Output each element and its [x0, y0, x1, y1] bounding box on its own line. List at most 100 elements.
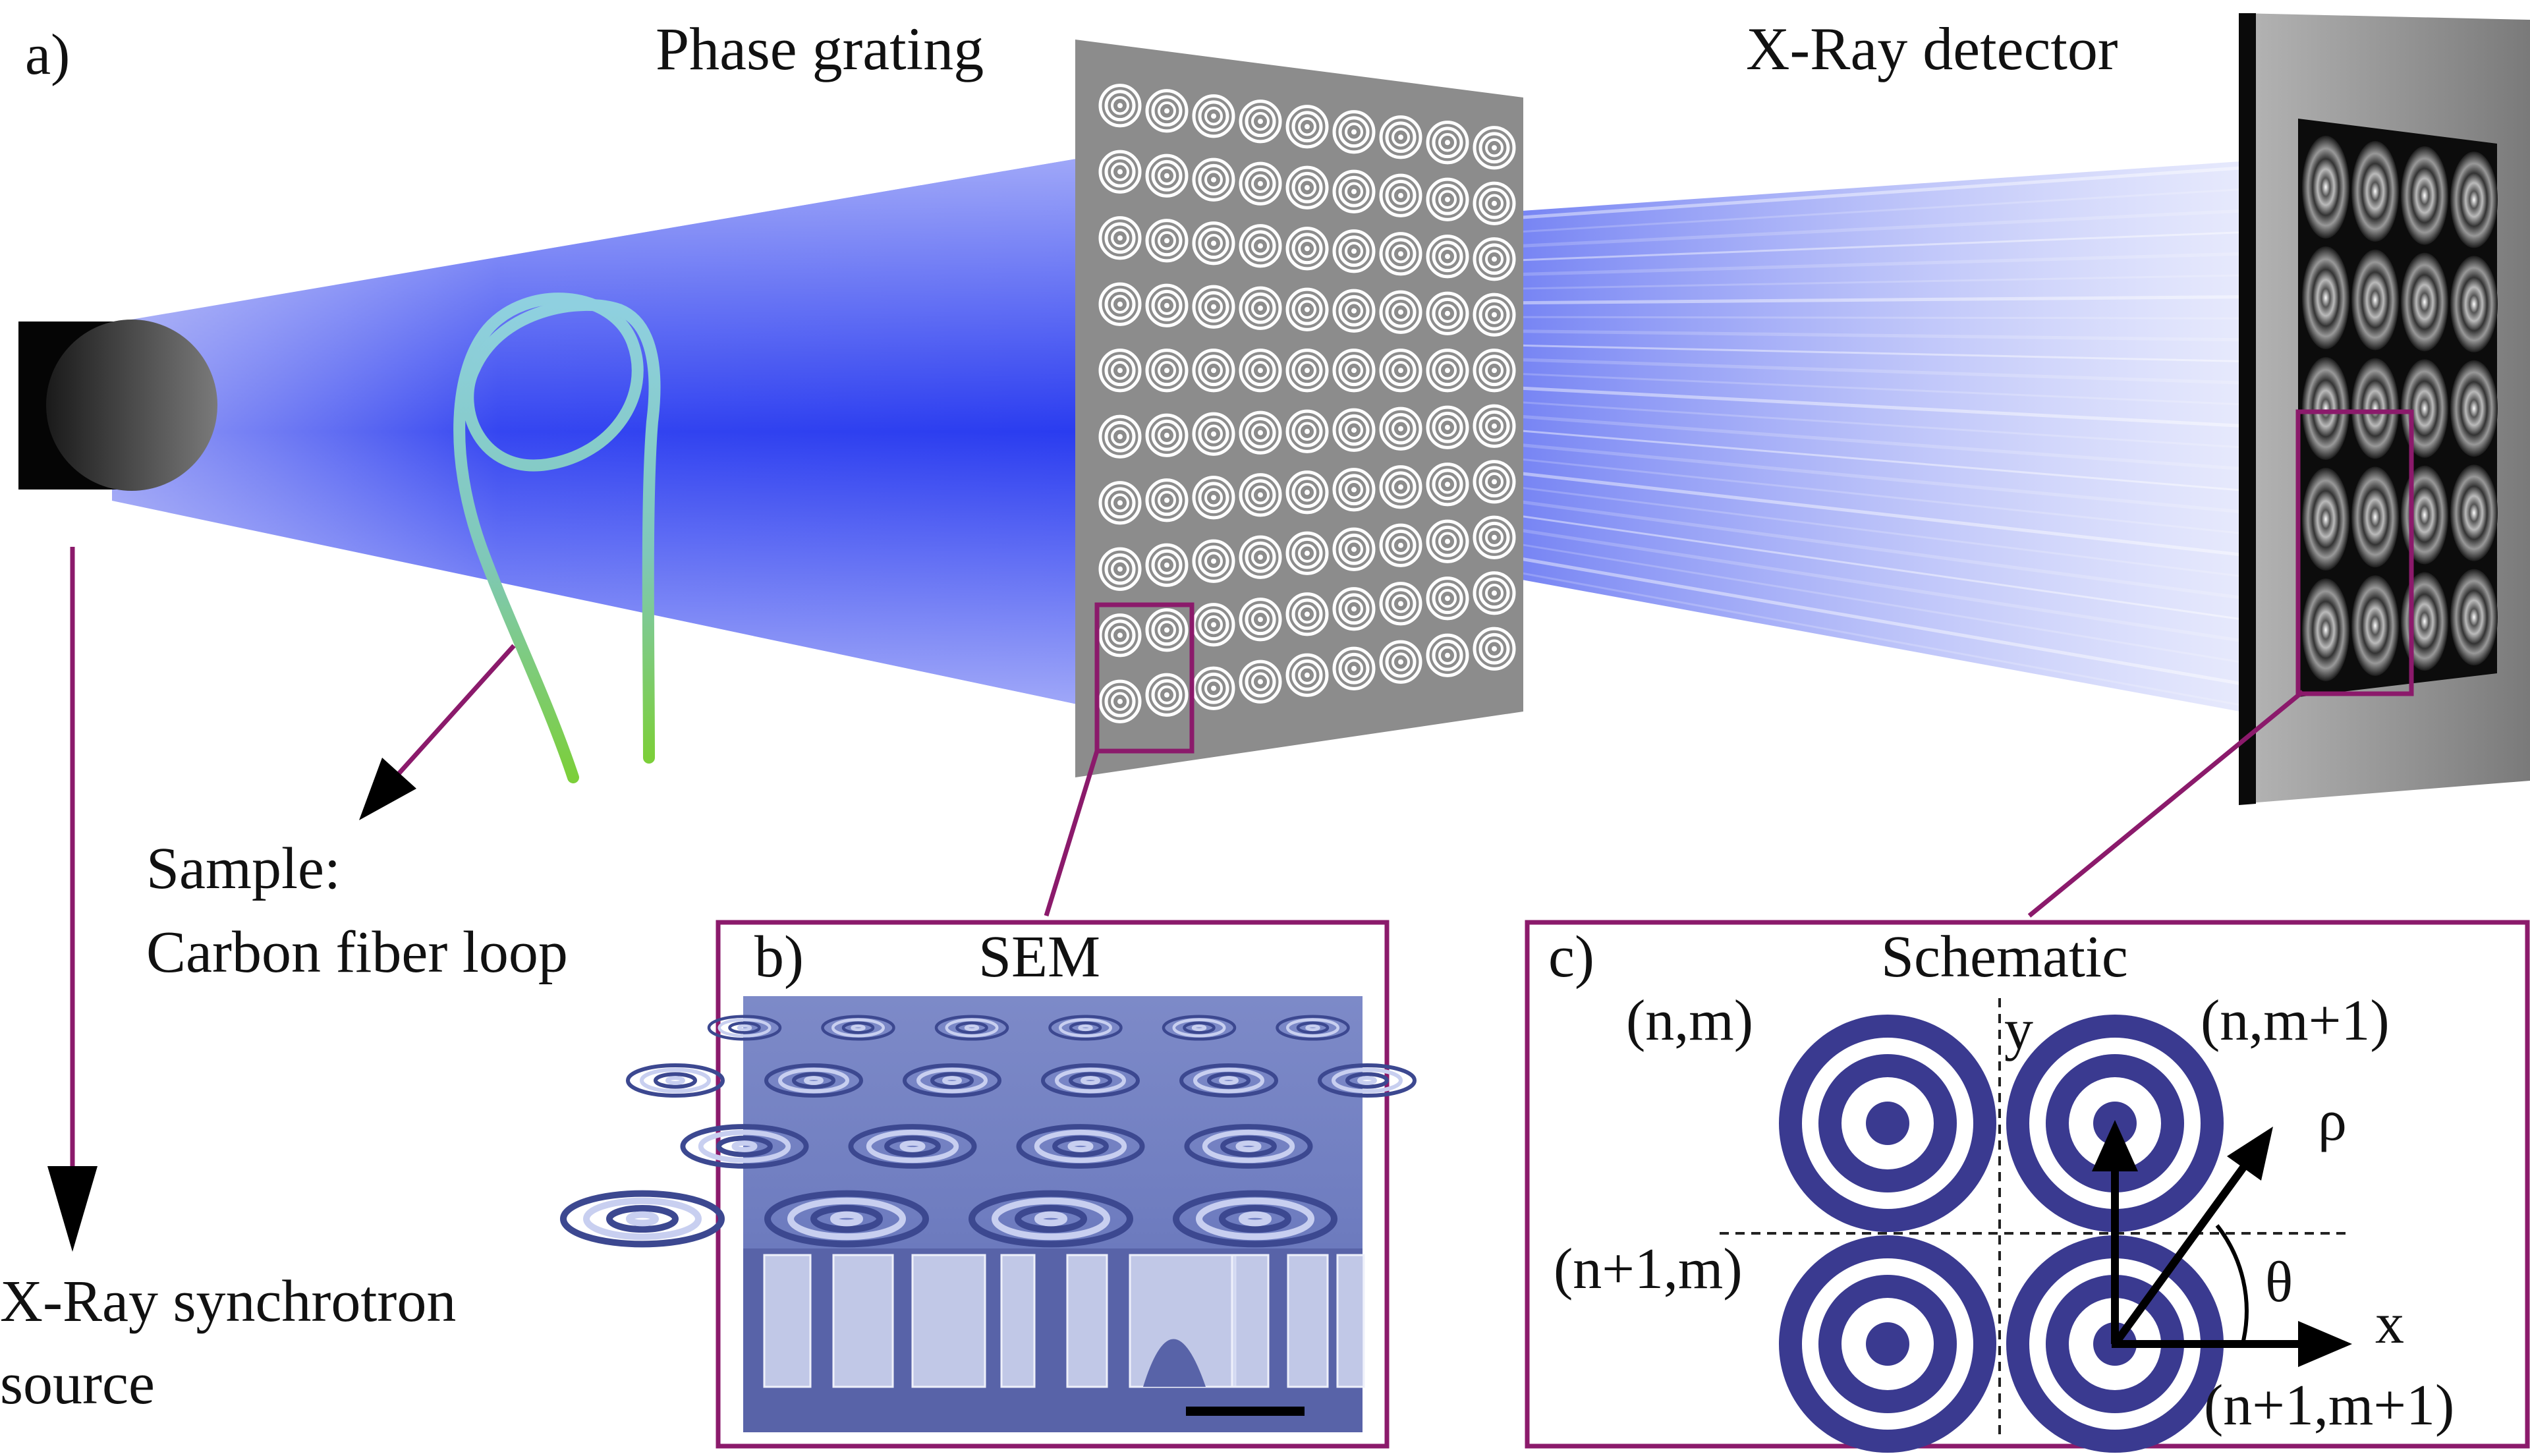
grating-ring-cell — [1379, 290, 1422, 334]
cell-label-n1-m1: (n+1,m+1) — [2204, 1374, 2454, 1438]
detector-spot — [2302, 357, 2349, 460]
grating-ring-cell — [1145, 608, 1189, 652]
grating-ring-cell — [1473, 293, 1516, 337]
schematic-ring — [1779, 1235, 1996, 1453]
source-aperture — [46, 320, 217, 491]
detector-spot — [2450, 569, 2498, 665]
detector-spot — [2302, 578, 2349, 681]
beam-streak — [1521, 209, 2241, 248]
sem-pillar — [1000, 1254, 1036, 1388]
grating-title: Phase grating — [656, 15, 984, 82]
detector-spot — [2302, 468, 2349, 571]
sem-pillar — [1231, 1254, 1270, 1388]
detector-spot — [2401, 572, 2448, 671]
grating-ring-cell — [1379, 523, 1422, 567]
schematic-title: Schematic — [1881, 924, 2128, 990]
grating-ring-cell — [1239, 659, 1282, 704]
sem-pillar — [1287, 1254, 1329, 1388]
grating-ring-cell — [1239, 161, 1282, 206]
detector-spot — [2401, 465, 2448, 565]
xray-source — [18, 320, 217, 491]
grating-ring-cell — [1192, 412, 1235, 456]
grating-ring-cell — [1426, 576, 1469, 621]
detector-spot — [2351, 141, 2399, 242]
grating-ring-cell — [1379, 406, 1422, 451]
detector-spot — [2450, 256, 2498, 352]
grating-ring-cell — [1379, 582, 1422, 626]
sem-ring — [969, 1190, 1133, 1248]
cell-label-n-m1: (n,m+1) — [2201, 989, 2390, 1053]
x-vector-head — [2298, 1321, 2352, 1367]
grating-ring-cell — [1285, 531, 1329, 575]
grating-ring-cell — [1379, 465, 1422, 509]
grating-ring-cell — [1239, 535, 1282, 579]
grating-ring-cell — [1426, 121, 1469, 165]
grating-ring-cell — [1426, 462, 1469, 507]
grating-ring-cell — [1473, 404, 1516, 448]
detector-spot — [2302, 136, 2349, 238]
grating-ring-cell — [1285, 592, 1329, 636]
grating-ring-cell — [1379, 349, 1422, 393]
grating-ring-cell — [1426, 633, 1469, 677]
sem-ring — [1048, 1015, 1123, 1041]
beam-streak — [1521, 401, 2241, 449]
grating-ring-cell — [1285, 165, 1329, 210]
source-label-line2: source — [0, 1351, 155, 1416]
grating-ring-cell — [1426, 405, 1469, 449]
beam-streak — [1521, 252, 2241, 276]
grating-ring-cell — [1473, 237, 1516, 281]
beam-streak — [1521, 188, 2241, 233]
grating-ring-cell — [1332, 169, 1376, 213]
connector-detector-to-schematic — [2027, 690, 2305, 918]
grating-ring-cell — [1379, 232, 1422, 276]
grating-ring-cell — [1332, 110, 1376, 154]
grating-ring-cell — [1379, 115, 1422, 159]
carbon-fiber-loop — [453, 293, 661, 783]
grating-ring-cell — [1145, 283, 1189, 327]
sem-ring — [1276, 1015, 1350, 1041]
grating-ring-cell — [1192, 476, 1235, 520]
coordinate-vectors — [2092, 1120, 2352, 1367]
grating-ring-cell — [1145, 478, 1189, 522]
sem-ring — [1041, 1063, 1140, 1098]
grating-ring-cell — [1145, 349, 1189, 393]
grating-ring-cell — [1192, 539, 1235, 583]
grating-ring-array — [1098, 84, 1516, 723]
beam-streak — [1521, 515, 2241, 621]
detector-edge — [2239, 13, 2256, 805]
grating-ring-cell — [1332, 408, 1376, 452]
beam-streak — [1521, 166, 2241, 219]
grating-ring-cell — [1285, 349, 1329, 393]
grating-ring-cell — [1332, 229, 1376, 273]
grating-ring-cell — [1426, 291, 1469, 335]
detector-spot — [2351, 466, 2399, 568]
sem-ring — [848, 1124, 977, 1169]
axis-y-label: y — [2004, 998, 2033, 1062]
beam-streak — [1521, 472, 2241, 557]
grating-ring-cell — [1239, 99, 1282, 144]
rho-label: ρ — [2318, 1089, 2347, 1153]
detector-spot — [2450, 360, 2498, 457]
sample-arrow — [359, 644, 516, 820]
grating-ring-cell — [1473, 181, 1516, 225]
detector-spot — [2351, 358, 2399, 459]
panel-b: b) SEM — [560, 920, 1417, 1449]
grating-ring-cell — [1473, 126, 1516, 170]
grating-ring-cell — [1426, 349, 1469, 393]
y-vector-head — [2092, 1120, 2138, 1171]
grating-ring-cell — [1145, 673, 1189, 717]
detector-spot — [2401, 252, 2448, 352]
grating-ring-cell — [1473, 627, 1516, 671]
grating-ring-cell — [1473, 571, 1516, 615]
grating-ring-cell — [1426, 235, 1469, 279]
beam-streaks — [1521, 166, 2241, 706]
sem-ring — [764, 1063, 863, 1098]
grating-ring-cell — [1192, 349, 1235, 393]
sem-ring — [934, 1015, 1009, 1041]
theta-label: θ — [2265, 1250, 2293, 1314]
grating-ring-cell — [1332, 527, 1376, 571]
sem-ring — [1179, 1063, 1278, 1098]
grating-ring-cell — [1285, 653, 1329, 697]
beam-streak — [1521, 443, 2241, 514]
grating-ring-cell — [1192, 94, 1235, 138]
